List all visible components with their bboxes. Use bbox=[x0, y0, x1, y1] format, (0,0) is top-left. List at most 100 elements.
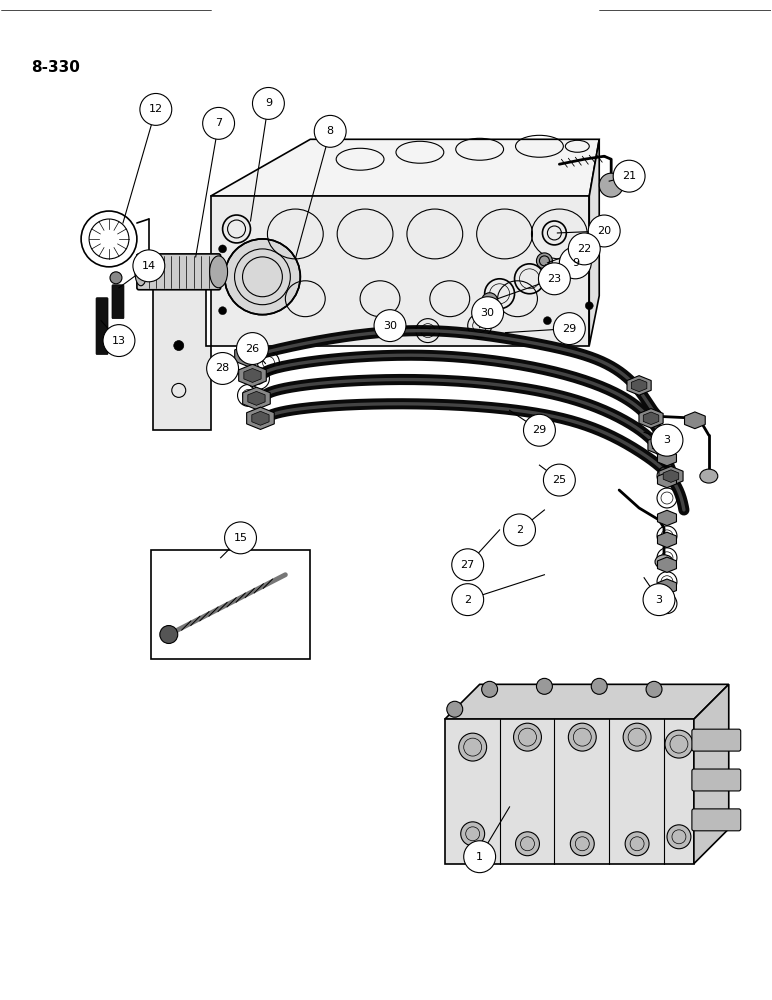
Text: 12: 12 bbox=[149, 104, 163, 114]
Circle shape bbox=[599, 173, 623, 197]
Circle shape bbox=[236, 333, 269, 364]
Circle shape bbox=[571, 832, 594, 856]
Text: 23: 23 bbox=[547, 274, 561, 284]
Polygon shape bbox=[240, 349, 257, 362]
Text: 2: 2 bbox=[516, 525, 523, 535]
Polygon shape bbox=[658, 557, 676, 572]
Circle shape bbox=[218, 245, 226, 253]
Polygon shape bbox=[685, 412, 706, 429]
Text: 22: 22 bbox=[577, 244, 591, 254]
Circle shape bbox=[459, 733, 486, 761]
Polygon shape bbox=[627, 376, 651, 395]
Circle shape bbox=[140, 93, 172, 125]
Circle shape bbox=[203, 107, 235, 139]
Polygon shape bbox=[244, 368, 261, 382]
Circle shape bbox=[110, 272, 122, 284]
Circle shape bbox=[516, 832, 540, 856]
Text: 27: 27 bbox=[461, 560, 475, 570]
Polygon shape bbox=[445, 719, 694, 864]
Circle shape bbox=[482, 681, 498, 697]
Text: 20: 20 bbox=[598, 226, 611, 236]
Circle shape bbox=[568, 233, 600, 265]
Circle shape bbox=[667, 825, 691, 849]
FancyBboxPatch shape bbox=[692, 729, 740, 751]
Ellipse shape bbox=[210, 256, 228, 288]
Polygon shape bbox=[639, 409, 663, 428]
Circle shape bbox=[174, 341, 184, 351]
Circle shape bbox=[160, 626, 178, 643]
Text: 28: 28 bbox=[215, 363, 230, 373]
Circle shape bbox=[314, 115, 346, 147]
Text: 29: 29 bbox=[562, 324, 577, 334]
Circle shape bbox=[537, 253, 553, 269]
Circle shape bbox=[461, 822, 485, 846]
Polygon shape bbox=[153, 283, 211, 430]
Circle shape bbox=[613, 160, 645, 192]
Circle shape bbox=[588, 215, 620, 247]
Text: 26: 26 bbox=[245, 344, 259, 354]
Circle shape bbox=[568, 723, 596, 751]
Circle shape bbox=[374, 310, 406, 342]
FancyBboxPatch shape bbox=[692, 809, 740, 831]
Polygon shape bbox=[658, 472, 676, 488]
Circle shape bbox=[225, 522, 256, 554]
Text: 8-330: 8-330 bbox=[32, 60, 80, 75]
Polygon shape bbox=[211, 139, 599, 196]
Circle shape bbox=[133, 250, 164, 282]
Polygon shape bbox=[211, 196, 589, 346]
Circle shape bbox=[513, 723, 541, 751]
Polygon shape bbox=[445, 684, 729, 719]
FancyBboxPatch shape bbox=[112, 285, 124, 319]
Text: 9: 9 bbox=[572, 258, 579, 268]
Text: 25: 25 bbox=[552, 475, 567, 485]
Polygon shape bbox=[694, 684, 729, 864]
Ellipse shape bbox=[700, 469, 718, 483]
Text: 3: 3 bbox=[655, 595, 662, 605]
Polygon shape bbox=[239, 364, 266, 387]
Circle shape bbox=[207, 353, 239, 384]
FancyBboxPatch shape bbox=[692, 769, 740, 791]
Circle shape bbox=[623, 723, 651, 751]
Polygon shape bbox=[658, 510, 676, 526]
Text: 30: 30 bbox=[383, 321, 397, 331]
Text: 29: 29 bbox=[533, 425, 547, 435]
Circle shape bbox=[554, 313, 585, 345]
Polygon shape bbox=[648, 435, 672, 455]
Circle shape bbox=[452, 549, 483, 581]
Circle shape bbox=[585, 252, 593, 260]
Circle shape bbox=[447, 701, 462, 717]
Polygon shape bbox=[248, 391, 265, 405]
Text: 15: 15 bbox=[233, 533, 248, 543]
Circle shape bbox=[472, 297, 503, 329]
Circle shape bbox=[503, 514, 536, 546]
Circle shape bbox=[225, 239, 300, 315]
Text: 30: 30 bbox=[481, 308, 495, 318]
Circle shape bbox=[103, 325, 135, 357]
Polygon shape bbox=[658, 450, 676, 466]
Text: 2: 2 bbox=[464, 595, 471, 605]
Text: 21: 21 bbox=[622, 171, 636, 181]
Text: 1: 1 bbox=[476, 852, 483, 862]
Circle shape bbox=[537, 678, 553, 694]
Text: 14: 14 bbox=[142, 261, 156, 271]
Circle shape bbox=[643, 584, 675, 616]
Circle shape bbox=[651, 424, 683, 456]
Circle shape bbox=[252, 87, 284, 119]
Polygon shape bbox=[631, 379, 647, 392]
Polygon shape bbox=[589, 139, 599, 346]
Text: 7: 7 bbox=[215, 118, 222, 128]
FancyBboxPatch shape bbox=[137, 254, 221, 290]
Polygon shape bbox=[658, 532, 676, 548]
Circle shape bbox=[464, 841, 496, 873]
Ellipse shape bbox=[655, 555, 673, 569]
Text: 13: 13 bbox=[112, 336, 126, 346]
Text: 8: 8 bbox=[327, 126, 334, 136]
Circle shape bbox=[479, 317, 486, 325]
Circle shape bbox=[523, 414, 555, 446]
Circle shape bbox=[560, 247, 591, 279]
Polygon shape bbox=[643, 412, 659, 425]
Circle shape bbox=[646, 681, 662, 697]
Circle shape bbox=[543, 317, 551, 325]
Polygon shape bbox=[652, 439, 668, 451]
Circle shape bbox=[482, 293, 498, 309]
